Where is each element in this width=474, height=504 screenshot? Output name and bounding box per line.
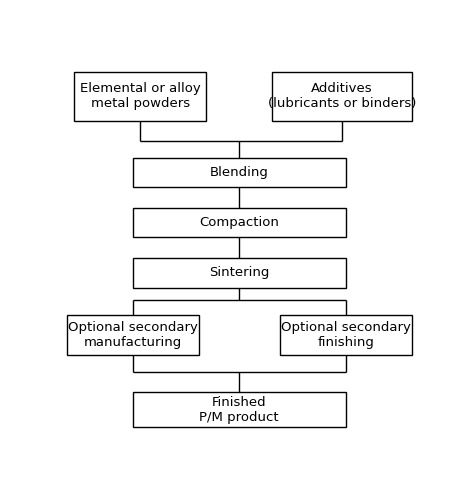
Bar [133,157,346,186]
Text: Optional secondary
finishing: Optional secondary finishing [281,321,410,349]
Text: Elemental or alloy
metal powders: Elemental or alloy metal powders [80,82,201,110]
Bar [133,259,346,287]
Text: Sintering: Sintering [209,267,269,279]
Bar [74,72,206,120]
Bar [280,314,412,355]
Bar [133,208,346,237]
Bar [133,392,346,427]
Text: Blending: Blending [210,165,269,178]
Text: Optional secondary
manufacturing: Optional secondary manufacturing [68,321,198,349]
Bar [272,72,412,120]
Text: Finished
P/M product: Finished P/M product [200,396,279,424]
Text: Compaction: Compaction [199,216,279,229]
Bar [66,314,199,355]
Text: Additives
(lubricants or binders): Additives (lubricants or binders) [268,82,416,110]
